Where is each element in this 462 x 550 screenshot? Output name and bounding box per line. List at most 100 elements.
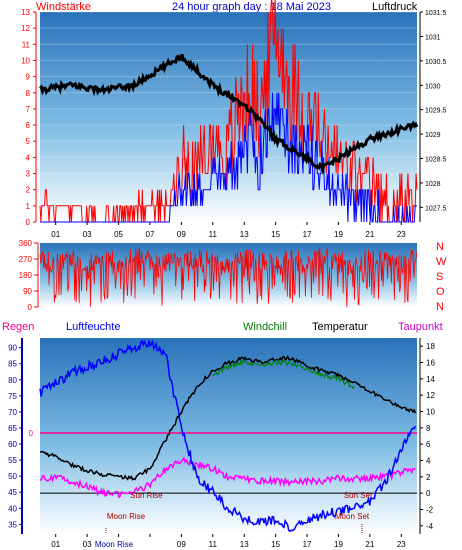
humidity-tick-label: 85	[8, 360, 17, 369]
temperature-tick-label: -2	[426, 506, 434, 515]
compass-label: N	[436, 241, 444, 253]
humidity-tick-label: 40	[8, 504, 17, 513]
humidity-tick-label: 90	[8, 344, 17, 353]
time-tick-label: 09	[177, 230, 186, 239]
temperature-tick-label: 18	[426, 342, 435, 351]
time-tick-label: 23	[397, 540, 406, 549]
wind-direction-panel	[40, 243, 417, 307]
wind-tick-label: 4	[26, 153, 31, 162]
wind-tick-label: 11	[22, 40, 31, 49]
wind-tick-label: 10	[21, 56, 30, 65]
humidity-line	[39, 339, 417, 533]
time-tick-label: 11	[209, 540, 218, 549]
pressure-tick-label: 1029	[425, 132, 441, 139]
direction-tick-label: 90	[23, 287, 32, 296]
time-tick-label: 15	[271, 230, 280, 239]
header-wind-label: Windstärke	[36, 1, 91, 13]
wind-tick-label: 7	[26, 105, 31, 114]
temperature-tick-label: 2	[426, 473, 431, 482]
header-pressure-label: Luftdruck	[372, 1, 418, 13]
temperature-tick-label: 12	[426, 391, 435, 400]
sun-set-label: Sun Set	[344, 491, 373, 500]
temperature-line	[39, 355, 417, 481]
time-tick-label: 07	[146, 230, 155, 239]
windchill-label: Windchill	[243, 321, 287, 333]
wind-grid	[40, 11, 417, 223]
pressure-line	[38, 53, 419, 175]
direction-tick-label: 360	[19, 239, 33, 248]
rain-label: Regen	[2, 321, 34, 333]
wind-pressure-series	[38, 0, 419, 223]
header-title: 24 hour graph day : 18 Mai 2023	[172, 1, 331, 13]
humidity-tick-label: 50	[8, 472, 17, 481]
moon-rise-axis-label: Moon Rise	[95, 540, 134, 549]
compass-label: N	[436, 301, 444, 313]
wind-tick-label: 3	[26, 170, 31, 179]
humidity-tick-label: 45	[8, 488, 17, 497]
temperature-tick-label: 16	[426, 359, 435, 368]
direction-tick-label: 270	[19, 255, 33, 264]
time-tick-label: 03	[83, 540, 92, 549]
wind-tick-label: 6	[26, 121, 31, 130]
pressure-tick-label: 1028	[425, 181, 441, 188]
sun-rise-label: Sun Rise	[130, 491, 163, 500]
time-tick-label: 19	[334, 540, 343, 549]
temperature-humidity-series: Sun Rise Sun Set Moon Rise Moon Set	[39, 339, 417, 534]
pressure-tick-label: 1031	[425, 34, 441, 41]
humidity-tick-label: 60	[8, 440, 17, 449]
humidity-tick-label: 65	[8, 424, 17, 433]
time-tick-label: 01	[51, 230, 60, 239]
temperature-tick-label: 14	[426, 375, 435, 384]
pressure-tick-label: 1031.5	[425, 10, 447, 17]
direction-tick-label: 180	[19, 271, 33, 280]
humidity-tick-label: 35	[8, 520, 17, 529]
wind-tick-label: 9	[26, 73, 31, 82]
moon-rise-label: Moon Rise	[107, 512, 146, 521]
rain-zero-label: 0	[29, 429, 34, 438]
compass-label: W	[436, 256, 447, 268]
time-tick-label: 17	[303, 540, 312, 549]
wind-pressure-axes: 0123456789101112131027.510281028.5102910…	[21, 8, 446, 239]
temperature-tick-label: 6	[426, 440, 431, 449]
wind-tick-label: 0	[26, 218, 31, 227]
humidity-tick-label: 75	[8, 392, 17, 401]
temperature-humidity-panel	[40, 338, 417, 534]
wind-pressure-panel	[40, 12, 417, 222]
wind-tick-label: 5	[26, 137, 31, 146]
wind-tick-label: 12	[21, 24, 30, 33]
humidity-tick-label: 70	[8, 408, 17, 417]
pressure-tick-label: 1030	[425, 83, 441, 90]
temperature-tick-label: 0	[426, 489, 431, 498]
temperature-tick-label: 10	[426, 408, 435, 417]
pressure-tick-label: 1029.5	[425, 108, 447, 115]
time-tick-label: 23	[397, 230, 406, 239]
wind-direction-series	[39, 246, 418, 307]
temperature-tick-label: -4	[426, 522, 434, 531]
direction-tick-label: 0	[28, 303, 33, 312]
humidity-tick-label: 80	[8, 376, 17, 385]
wind-tick-label: 1	[26, 202, 31, 211]
time-tick-label: 19	[334, 230, 343, 239]
time-tick-label: 09	[177, 540, 186, 549]
windchill-line	[212, 358, 355, 390]
time-tick-label: 21	[365, 540, 374, 549]
time-tick-label: 21	[365, 230, 374, 239]
time-tick-label: 13	[240, 230, 249, 239]
time-tick-label: 03	[83, 230, 92, 239]
pressure-tick-label: 1027.5	[425, 205, 447, 212]
time-tick-label: 01	[51, 540, 60, 549]
dewpoint-label: Taupunkt	[398, 321, 443, 333]
dewpoint-line	[39, 456, 416, 499]
temperature-humidity-axes: 0 35 40 45 50 55 60 65 70 75 80 85 90 -4 -2 0 2 4 6 8 10 12 14…	[8, 338, 435, 549]
compass-label: S	[436, 271, 443, 283]
time-tick-label: 17	[303, 230, 312, 239]
temperature-tick-label: 8	[426, 424, 431, 433]
wind-direction-line	[39, 246, 418, 307]
pressure-tick-label: 1030.5	[425, 59, 447, 66]
wind-tick-label: 8	[26, 89, 31, 98]
wind-tick-label: 2	[26, 186, 31, 195]
time-tick-label: 11	[209, 230, 218, 239]
humidity-label: Luftfeuchte	[66, 321, 120, 333]
